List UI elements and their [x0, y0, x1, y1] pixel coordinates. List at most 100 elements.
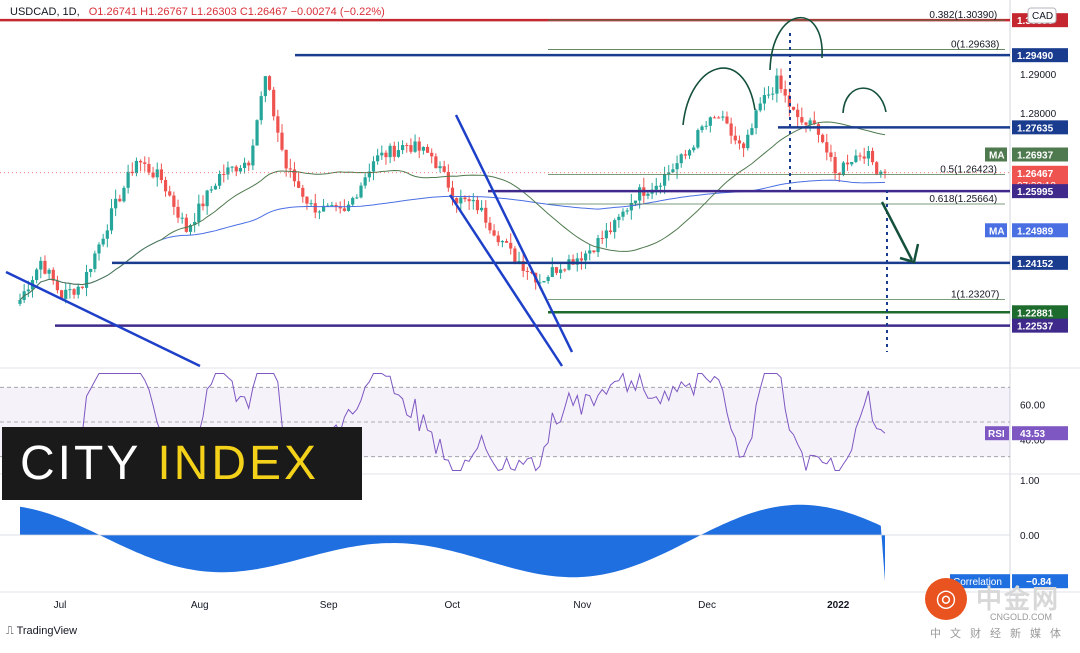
candle-body	[134, 160, 139, 174]
correlation-tick-label: 0.00	[1020, 531, 1040, 542]
candle	[488, 216, 492, 234]
candle	[733, 126, 737, 145]
ma-tag	[985, 147, 1007, 162]
candle	[272, 86, 276, 121]
candle	[209, 186, 213, 193]
candle	[184, 213, 188, 233]
candle	[172, 191, 176, 215]
candle	[288, 158, 292, 178]
symbol-label[interactable]: USDCAD, 1D,	[10, 6, 80, 18]
time-tick-label: Oct	[445, 600, 461, 611]
candle-body	[837, 173, 841, 175]
candle-body	[833, 157, 837, 174]
candle-body	[575, 258, 579, 265]
candle	[646, 191, 650, 200]
candle-body	[421, 146, 425, 151]
candle-body	[309, 203, 313, 205]
candle-body	[109, 208, 114, 231]
candle	[775, 68, 779, 103]
candle	[147, 157, 151, 176]
candle	[550, 257, 554, 278]
time-tick-label: Sep	[320, 600, 338, 611]
cngold-url: CNGOLD.COM	[990, 612, 1053, 622]
candle-body	[280, 132, 284, 150]
candle	[721, 110, 725, 121]
price-tag-label: 1.22881	[1017, 308, 1054, 319]
candle	[525, 267, 529, 280]
candle-body	[596, 238, 600, 253]
candle-body	[870, 150, 875, 163]
candle	[330, 201, 334, 207]
candle	[193, 212, 197, 233]
candle	[434, 153, 438, 169]
candle-body	[326, 205, 330, 207]
candle	[309, 199, 313, 207]
currency-badge	[1027, 7, 1057, 24]
price-tag-label: 1.24152	[1017, 259, 1054, 270]
candle	[696, 128, 700, 149]
candle	[596, 234, 600, 258]
candle	[521, 254, 525, 278]
candle-body	[762, 95, 766, 104]
candle-body	[679, 154, 683, 164]
candle	[808, 117, 812, 132]
candle-body	[417, 141, 421, 151]
candle	[392, 141, 396, 162]
candle	[554, 266, 559, 276]
cngold-subtitle: 中文财经新媒体	[930, 628, 1070, 640]
candle-body	[413, 141, 417, 152]
candle-body	[708, 117, 712, 126]
candle	[841, 161, 846, 177]
candle-body	[791, 106, 796, 110]
price-tag	[1012, 318, 1068, 333]
candle-body	[579, 258, 584, 261]
candle-body	[550, 267, 554, 277]
candle-body	[845, 162, 850, 165]
candle	[692, 145, 696, 153]
candle	[305, 196, 309, 210]
candle-body	[480, 207, 484, 211]
candle-body	[442, 166, 446, 172]
price-tag-label: 1.26467	[1017, 169, 1054, 180]
candle	[579, 251, 584, 270]
fib-label: 0.5(1.26423)	[940, 164, 997, 175]
candle	[484, 200, 488, 229]
candle-body	[376, 155, 380, 162]
candle-body	[93, 253, 97, 269]
candle	[870, 147, 875, 166]
candle	[122, 185, 126, 203]
candle-body	[488, 222, 492, 231]
candle	[201, 195, 205, 211]
candle	[729, 117, 733, 144]
candle-body	[862, 156, 866, 159]
candle-body	[613, 220, 617, 233]
rsi-line	[77, 372, 886, 472]
candle-body	[247, 162, 251, 166]
candle	[109, 199, 114, 235]
candle-body	[800, 117, 804, 123]
candle	[725, 111, 729, 125]
candle-body	[604, 230, 608, 239]
candle	[442, 160, 446, 173]
candle	[700, 124, 704, 133]
rsi-tag	[985, 426, 1009, 441]
candle-body	[875, 162, 879, 174]
candle	[671, 163, 675, 173]
candle	[292, 162, 297, 187]
candle-body	[504, 241, 509, 243]
candle-body	[816, 124, 821, 135]
candle	[222, 164, 226, 183]
candle-body	[147, 163, 151, 173]
candle-body	[675, 163, 679, 170]
rsi-tag-label: RSI	[988, 429, 1005, 440]
candle	[621, 208, 625, 221]
candle	[47, 268, 51, 279]
price-tag-label: 1.27635	[1017, 123, 1054, 134]
tradingview-credit[interactable]: ⎍ TradingView	[6, 625, 77, 638]
candle-body	[583, 253, 588, 261]
candle-body	[425, 146, 430, 153]
candle-body	[646, 193, 650, 196]
candle	[583, 250, 588, 270]
candle-body	[180, 217, 184, 219]
candle-body	[97, 244, 101, 254]
